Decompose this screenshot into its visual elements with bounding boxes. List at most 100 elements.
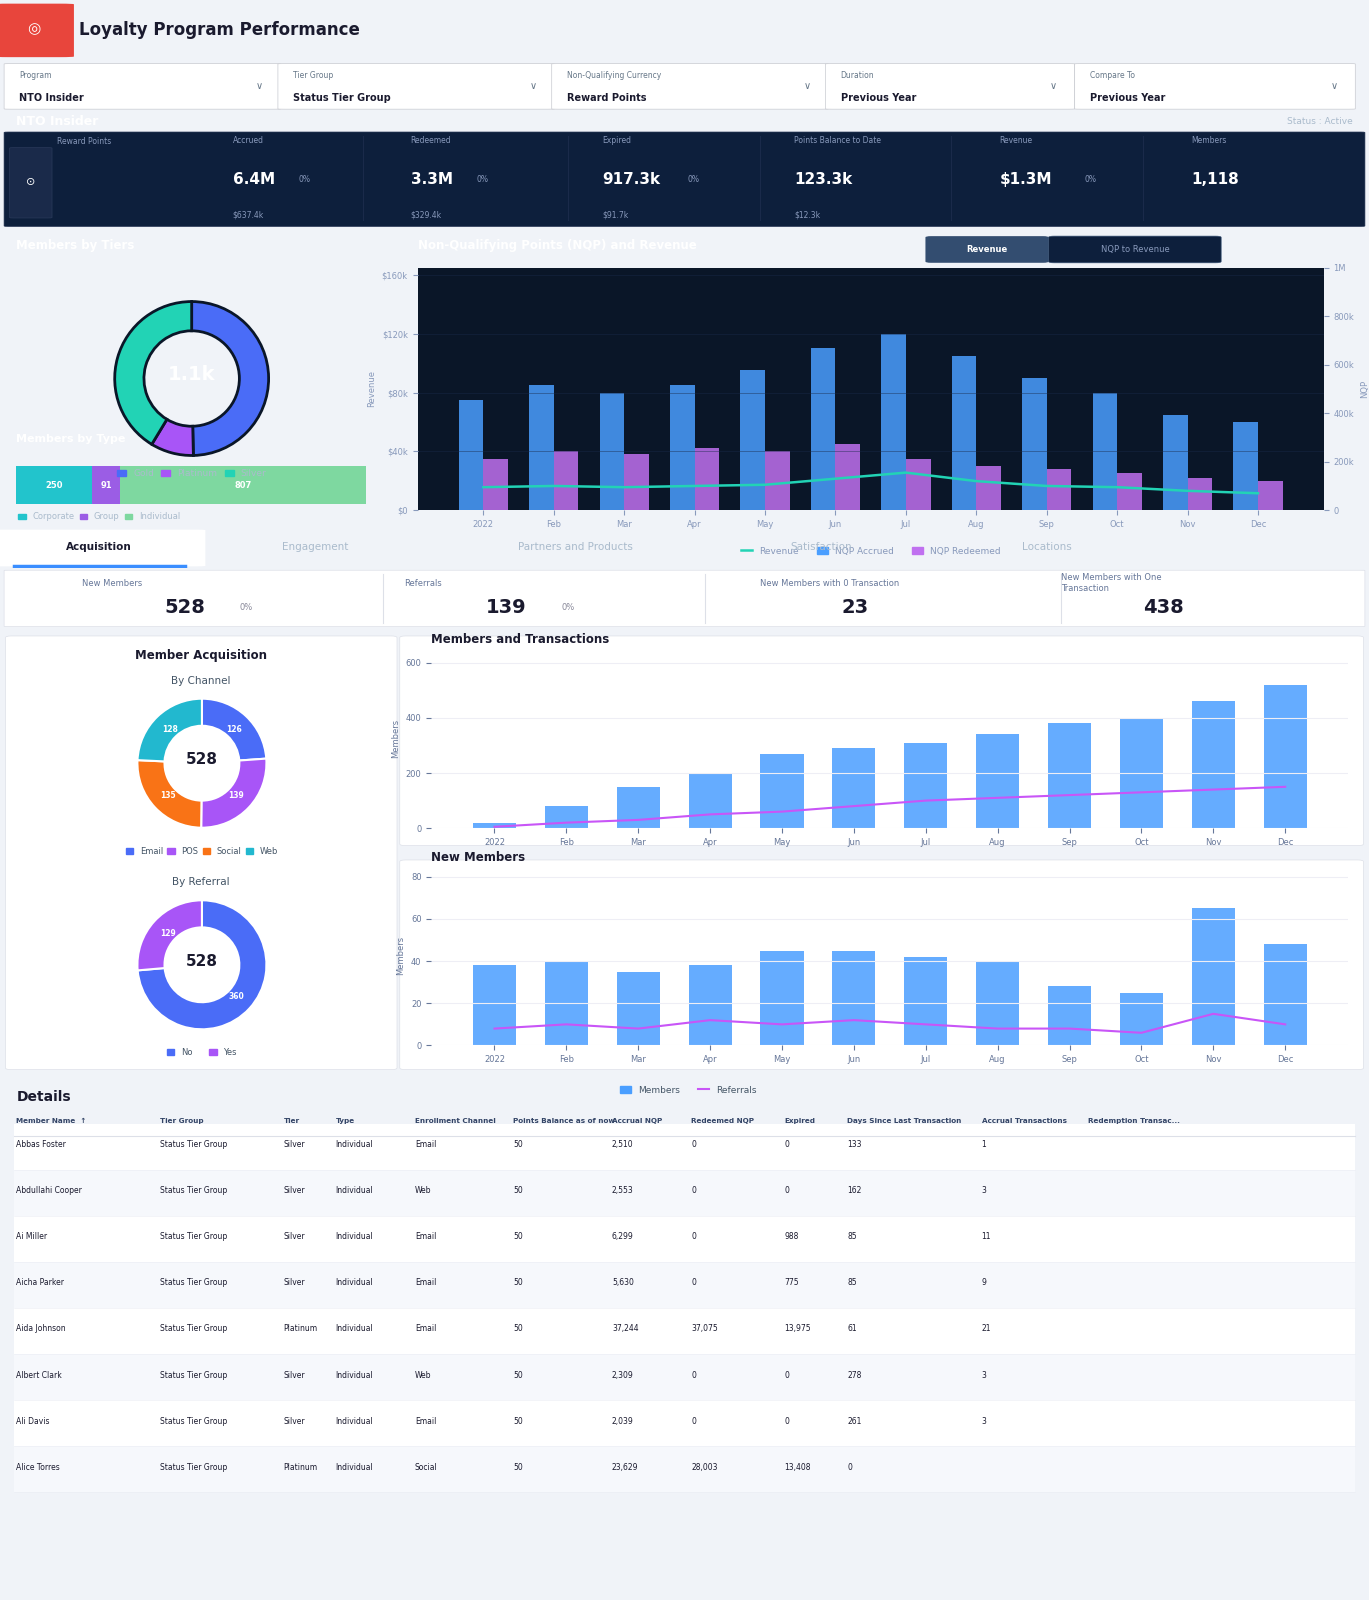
Text: Accrued: Accrued [233, 136, 264, 146]
Text: 6.4M: 6.4M [233, 171, 275, 187]
Text: 50: 50 [513, 1371, 523, 1379]
Revenue [1109, 477, 1125, 496]
FancyBboxPatch shape [120, 466, 366, 504]
Text: Acquisition: Acquisition [66, 542, 131, 552]
Text: 85: 85 [847, 1232, 857, 1242]
Text: 917.3k: 917.3k [602, 171, 660, 187]
Y-axis label: NQP: NQP [1359, 379, 1369, 398]
FancyBboxPatch shape [16, 466, 93, 504]
Text: 129: 129 [160, 930, 175, 938]
Text: 1: 1 [982, 1141, 986, 1149]
Text: 37,075: 37,075 [691, 1325, 719, 1333]
Text: Aida Johnson: Aida Johnson [16, 1325, 66, 1333]
Bar [472, 822, 516, 829]
Bar [459, 400, 483, 510]
Text: ∨: ∨ [256, 82, 263, 91]
Text: Expired: Expired [784, 1118, 816, 1125]
Bar [1264, 944, 1307, 1045]
Y-axis label: Members: Members [397, 936, 405, 976]
Bar [976, 734, 1020, 829]
Revenue [968, 472, 984, 491]
FancyBboxPatch shape [4, 570, 1365, 627]
Text: Members by Tiers: Members by Tiers [16, 240, 134, 253]
Bar [810, 349, 835, 510]
Text: Individual: Individual [335, 1232, 374, 1242]
Bar [545, 806, 587, 829]
Revenue [827, 469, 843, 488]
Text: Silver: Silver [283, 1186, 305, 1195]
Text: Silver: Silver [283, 1371, 305, 1379]
Text: 50: 50 [513, 1232, 523, 1242]
FancyBboxPatch shape [1075, 64, 1355, 109]
Text: ∨: ∨ [530, 82, 537, 91]
Legend: Corporate, Group, Individual: Corporate, Group, Individual [15, 509, 183, 525]
FancyBboxPatch shape [14, 1354, 1355, 1400]
Text: Silver: Silver [283, 1278, 305, 1288]
Text: Web: Web [415, 1371, 431, 1379]
Bar [1192, 909, 1235, 1045]
Text: 133: 133 [847, 1141, 862, 1149]
Text: Tier Group: Tier Group [160, 1118, 204, 1125]
Text: 23,629: 23,629 [612, 1462, 638, 1472]
FancyBboxPatch shape [0, 3, 74, 58]
Text: Members and Transactions: Members and Transactions [431, 634, 609, 646]
Text: Members by Type: Members by Type [16, 434, 126, 445]
FancyBboxPatch shape [14, 1216, 1355, 1262]
Text: 139: 139 [486, 598, 527, 618]
Revenue [686, 477, 702, 496]
Text: Individual: Individual [335, 1371, 374, 1379]
Text: 11: 11 [982, 1232, 991, 1242]
Text: Silver: Silver [283, 1232, 305, 1242]
Text: Enrollment Channel: Enrollment Channel [415, 1118, 496, 1125]
Text: 0%: 0% [476, 174, 489, 184]
FancyBboxPatch shape [1049, 237, 1221, 262]
Bar [832, 749, 875, 829]
Text: Email: Email [415, 1232, 437, 1242]
Text: Locations: Locations [1023, 542, 1072, 552]
Text: 123.3k: 123.3k [794, 171, 853, 187]
Bar [1233, 422, 1258, 510]
Text: 3: 3 [982, 1371, 987, 1379]
FancyBboxPatch shape [826, 64, 1075, 109]
Text: 3: 3 [982, 1186, 987, 1195]
Text: 528: 528 [164, 598, 205, 618]
Bar [951, 355, 976, 510]
Bar [1264, 685, 1307, 829]
Revenue [616, 477, 632, 496]
FancyBboxPatch shape [4, 133, 1365, 226]
Text: 50: 50 [513, 1278, 523, 1288]
Text: Status Tier Group: Status Tier Group [160, 1232, 227, 1242]
FancyBboxPatch shape [10, 147, 52, 218]
Text: Status Tier Group: Status Tier Group [160, 1325, 227, 1333]
Text: Social: Social [415, 1462, 438, 1472]
Revenue [475, 477, 491, 496]
Text: Alice Torres: Alice Torres [16, 1462, 60, 1472]
Text: 2,553: 2,553 [612, 1186, 634, 1195]
Bar [669, 386, 694, 510]
Wedge shape [137, 760, 201, 827]
Text: 775: 775 [784, 1278, 799, 1288]
Text: Tier Group: Tier Group [293, 70, 333, 80]
Text: New Members: New Members [431, 851, 526, 864]
Text: 0: 0 [691, 1278, 697, 1288]
Text: 37,244: 37,244 [612, 1325, 638, 1333]
Text: 50: 50 [513, 1416, 523, 1426]
Text: 9: 9 [982, 1278, 987, 1288]
Text: Albert Clark: Albert Clark [16, 1371, 62, 1379]
Text: Revenue: Revenue [999, 136, 1032, 146]
Text: Redeemed: Redeemed [411, 136, 452, 146]
Wedge shape [201, 758, 267, 827]
Legend: Email, POS, Social, Web: Email, POS, Social, Web [122, 843, 282, 859]
Bar [1187, 478, 1212, 510]
Text: Individual: Individual [335, 1462, 374, 1472]
Text: Reward Points: Reward Points [57, 138, 112, 147]
Bar [976, 466, 1001, 510]
Bar [905, 957, 947, 1045]
Text: Status Tier Group: Status Tier Group [293, 93, 390, 102]
Legend: Members, Referrals: Members, Referrals [616, 1082, 760, 1098]
Text: Accrual Transactions: Accrual Transactions [982, 1118, 1066, 1125]
Revenue [757, 475, 773, 494]
Text: Ai Miller: Ai Miller [16, 1232, 48, 1242]
Text: 135: 135 [160, 790, 177, 800]
Text: Revenue: Revenue [967, 245, 1008, 254]
